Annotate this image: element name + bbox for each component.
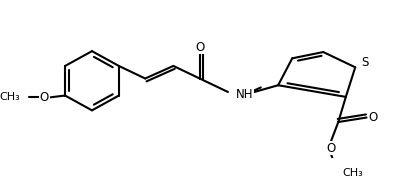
Text: O: O (40, 91, 49, 104)
Text: CH₃: CH₃ (0, 92, 20, 102)
Text: O: O (368, 111, 377, 124)
Text: O: O (325, 142, 335, 155)
Text: O: O (195, 41, 204, 54)
Text: S: S (360, 56, 367, 69)
Text: NH: NH (235, 88, 252, 101)
Text: CH₃: CH₃ (341, 168, 362, 176)
